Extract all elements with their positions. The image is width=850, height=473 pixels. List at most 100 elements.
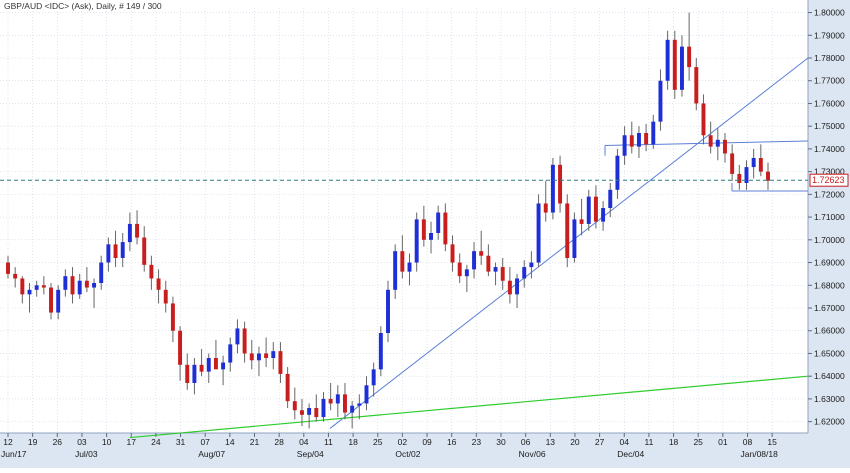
candle-body [321,398,326,418]
candle-body [178,330,183,365]
candle-body [615,155,620,190]
candle-body [479,251,484,256]
time-tick-label: 02 [398,437,408,447]
candle-body [27,289,32,295]
candle-body [601,208,606,222]
time-tick-label: 18 [348,437,358,447]
candle-body [6,262,10,274]
time-tick-label: 08 [743,437,753,447]
candle-body [493,267,498,272]
candle-body [429,233,433,240]
time-tick-label: 24 [151,437,161,447]
price-axis-labels: 1.62000 1.63000 1.64000 1.65000 1.66000 1.670… [808,8,845,427]
candle-body [135,223,140,238]
candle-body [264,353,269,358]
candle-body [156,278,161,290]
candle-body [593,196,598,222]
candle-body [386,289,390,333]
candle-body [723,139,727,154]
candle-body [751,158,756,168]
time-tick-label: 14 [225,437,235,447]
candle-body [92,283,97,288]
candle-body [658,80,663,122]
candle-body [242,328,247,354]
time-tick-label: 13 [546,437,556,447]
price-tick-label: 1.67000 [814,303,845,313]
candle-body [249,353,254,361]
candle-body [766,171,770,181]
candle-body [199,364,204,372]
price-tick-label: 1.72000 [814,189,845,199]
candle-body [507,280,512,295]
price-tick-label: 1.79000 [814,30,845,40]
month-label: Sep/04 [297,449,324,459]
candle-body [113,244,118,258]
time-tick-label: 25 [693,437,703,447]
candle-body [142,237,147,265]
time-tick-label: 04 [620,437,630,447]
time-tick-label: 28 [274,437,284,447]
green-support-line [129,375,809,439]
candle-body [701,103,706,136]
candle-body [644,133,649,145]
candle-body [70,276,75,295]
price-tick-label: 1.74000 [814,144,845,154]
candle-body [41,285,46,288]
candle-body [665,39,670,81]
price-tick-label: 1.80000 [814,8,845,18]
candle-body [679,46,684,90]
time-tick-label: 09 [422,437,432,447]
candle-body [84,280,89,288]
time-tick-label: 15 [767,437,777,447]
candle-body [120,242,125,258]
candle-body [636,133,641,147]
candle-body [472,251,477,270]
candle-body [622,135,627,156]
candle-body [292,401,297,411]
time-tick-label: 26 [53,437,63,447]
time-tick-label: 10 [102,437,112,447]
candle-body [378,333,383,370]
candle-body [565,203,570,258]
candle-body [715,139,720,147]
candle-body [529,262,534,268]
candle-body [235,328,240,345]
candle-body [407,262,412,272]
price-tick-label: 1.64000 [814,371,845,381]
candle-body [271,351,276,358]
price-tick-label: 1.65000 [814,348,845,358]
chart-title: GBP/AUD <IDC> (Ask), Daily, # 149 / 300 [4,1,162,11]
candle-body [192,364,197,383]
time-tick-label: 18 [669,437,679,447]
time-tick-label: 11 [644,437,653,447]
price-tick-label: 1.63000 [814,394,845,404]
time-tick-label: 06 [521,437,531,447]
candle-body [206,358,211,372]
current-price-box [809,173,849,187]
month-label: Jun/17 [1,449,27,459]
time-tick-label: 01 [718,437,728,447]
candle-body [13,273,18,279]
candle-body [328,398,333,404]
current-price-label: 1.72623 [812,175,845,185]
time-tick-label: 21 [250,437,260,447]
candle-body [20,278,25,295]
candle-body [744,167,749,183]
candle-body [443,212,448,245]
candle-body [421,219,426,240]
candle-body [694,67,699,104]
candle-body [393,251,398,290]
candle-body [350,405,355,413]
candle-body [364,385,369,404]
candle-body [558,164,563,204]
month-label: Jul/03 [75,449,98,459]
candle-body [400,251,405,272]
annotations [129,57,809,439]
candle-body [314,408,319,418]
time-tick-label: 25 [373,437,383,447]
candle-body [457,262,462,277]
time-tick-label: 31 [176,437,186,447]
candle-body [730,153,735,174]
candle-body [486,255,491,272]
candle-body [49,287,53,313]
